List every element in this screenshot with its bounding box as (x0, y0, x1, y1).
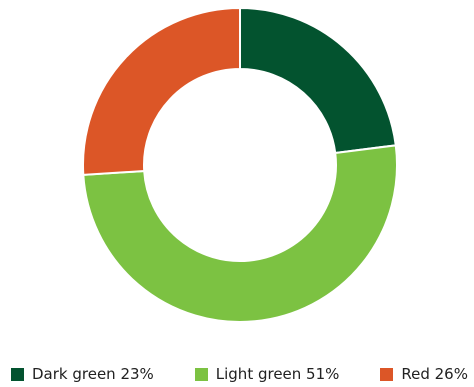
donut-slice-dark-green (239, 6, 397, 155)
legend-label-red: Red 26% (401, 365, 468, 383)
donut-slice-red (82, 6, 241, 176)
legend-label-light-green: Light green 51% (215, 365, 340, 383)
legend-swatch-light-green (194, 367, 208, 381)
legend-swatch-red (380, 367, 394, 381)
donut-slice-light-green (82, 144, 398, 323)
donut-chart (82, 6, 398, 323)
legend-label-dark-green: Dark green 23% (32, 365, 154, 383)
legend-item-red: Red 26% (380, 365, 468, 383)
chart-legend: Dark green 23% Light green 51% Red 26% (0, 362, 474, 386)
legend-swatch-dark-green (11, 367, 24, 381)
legend-item-light-green: Light green 51% (194, 365, 340, 383)
legend-item-dark-green: Dark green 23% (11, 365, 154, 383)
